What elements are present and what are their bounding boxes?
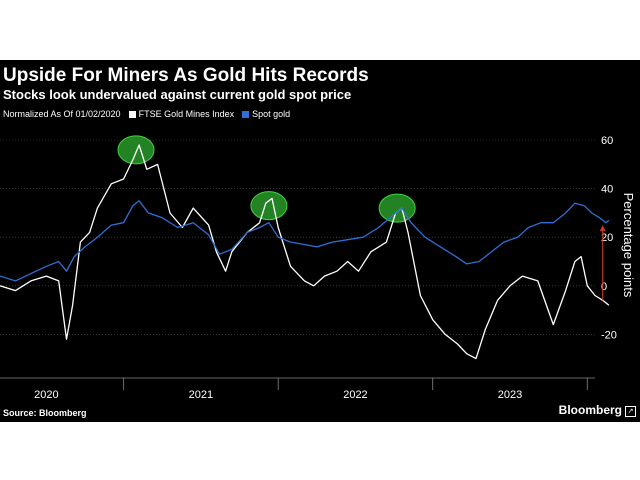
brand-icon: ↗ <box>625 406 636 417</box>
series-line-mines <box>0 144 610 360</box>
chart-title: Upside For Miners As Gold Hits Records <box>3 65 369 86</box>
legend-note: Normalized As Of 01/02/2020 <box>3 109 121 119</box>
source-note: Source: Bloomberg <box>3 408 87 418</box>
y-axis-label: Percentage points <box>621 193 636 298</box>
x-tick-label-1: 2021 <box>189 389 213 401</box>
y-tick-label-0: 60 <box>601 135 613 147</box>
highlight-circle-1 <box>250 191 288 221</box>
chart-card: Upside For Miners As Gold Hits Records S… <box>0 60 640 422</box>
brand-logo: Bloomberg <box>558 403 622 417</box>
legend-label-mines: FTSE Gold Mines Index <box>138 109 235 119</box>
legend-swatch-gold <box>242 110 250 118</box>
arrow-head-0 <box>599 225 606 232</box>
highlight-circle-2 <box>378 193 416 223</box>
y-tick-label-2: 20 <box>601 232 613 244</box>
x-tick-label-3: 2023 <box>498 389 522 401</box>
highlight-circle-0 <box>117 135 155 165</box>
y-tick-label-3: 0 <box>601 281 607 293</box>
line-chart: 60 40 20 0 -20 2020 2021 2022 2023 Percentage poi… <box>0 135 636 401</box>
legend: Normalized As Of 01/02/2020 FTSE Gold Mi… <box>3 109 290 119</box>
y-tick-label-1: 40 <box>601 184 613 196</box>
series-line-gold <box>0 200 610 282</box>
legend-label-gold: Spot gold <box>252 109 291 119</box>
y-tick-label-4: -20 <box>601 329 617 341</box>
legend-swatch-mines <box>128 110 136 118</box>
x-tick-label-0: 2020 <box>34 389 58 401</box>
x-tick-label-2: 2022 <box>343 389 367 401</box>
chart-subtitle: Stocks look undervalued against current … <box>3 87 352 102</box>
